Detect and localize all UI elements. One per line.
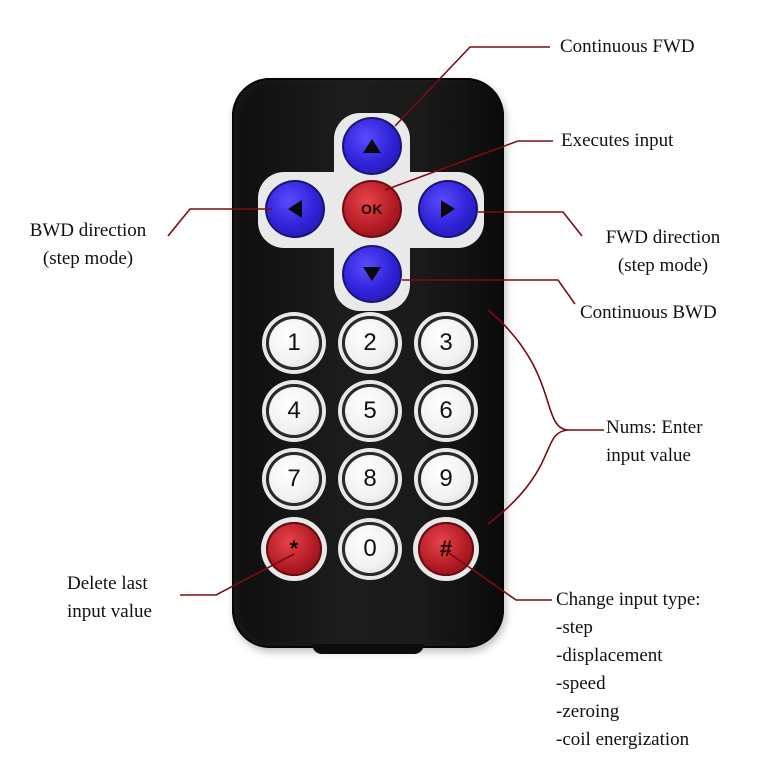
hash-button[interactable]: # <box>418 522 474 576</box>
key-label: 1 <box>287 329 301 356</box>
callout-text: input value <box>606 445 691 466</box>
leader-executes-input <box>384 140 553 191</box>
key-5-button[interactable]: 5 <box>342 384 398 438</box>
star-button[interactable]: * <box>266 522 322 576</box>
callout-text: Executes input <box>561 130 674 151</box>
right-arrow-icon <box>441 200 455 218</box>
key-label: 6 <box>439 397 453 424</box>
key-2-button[interactable]: 2 <box>342 316 398 370</box>
callout-text: Delete last <box>67 573 148 594</box>
key-8-button[interactable]: 8 <box>342 452 398 506</box>
callout-bwd-direction: BWD direction (step mode) <box>10 217 166 273</box>
leader-continuous-fwd <box>394 46 550 127</box>
callout-text: (step mode) <box>617 255 709 276</box>
key-3-button[interactable]: 3 <box>418 316 474 370</box>
callout-text: -zeroing <box>556 701 620 722</box>
callout-text: FWD direction <box>605 227 721 248</box>
leader-continuous-bwd <box>402 279 576 305</box>
down-arrow-button[interactable] <box>342 245 402 303</box>
key-label: 4 <box>287 397 301 424</box>
ok-button[interactable]: OK <box>342 180 402 238</box>
up-arrow-icon <box>363 139 381 153</box>
key-label: 9 <box>439 465 453 492</box>
callout-change-input-type: Change input type: -step -displacement -… <box>556 586 701 754</box>
leader-nums-bracket <box>487 309 569 525</box>
callout-text: Continuous FWD <box>560 36 695 57</box>
callout-text: (step mode) <box>42 248 134 269</box>
callout-text: -step <box>556 617 593 638</box>
key-label: 7 <box>287 465 301 492</box>
callout-text: input value <box>67 601 152 622</box>
callout-executes-input: Executes input <box>561 127 673 155</box>
callout-fwd-direction: FWD direction (step mode) <box>588 224 738 280</box>
callout-continuous-bwd: Continuous BWD <box>580 299 717 327</box>
callout-delete-last: Delete last input value <box>67 570 152 626</box>
callout-text: -speed <box>556 673 606 694</box>
left-arrow-button[interactable] <box>265 180 325 238</box>
key-label: * <box>289 536 299 561</box>
leader-delete-last <box>180 553 295 596</box>
callout-nums: Nums: Enter input value <box>606 414 703 470</box>
callout-text: BWD direction <box>29 220 147 241</box>
callout-continuous-fwd: Continuous FWD <box>560 33 695 61</box>
key-9-button[interactable]: 9 <box>418 452 474 506</box>
callout-text: Continuous BWD <box>580 302 717 323</box>
key-4-button[interactable]: 4 <box>266 384 322 438</box>
key-7-button[interactable]: 7 <box>266 452 322 506</box>
key-label: 3 <box>439 329 453 356</box>
callout-text: Change input type: <box>556 589 701 610</box>
key-label: 8 <box>363 465 377 492</box>
callout-text: Nums: Enter <box>606 417 703 438</box>
key-6-button[interactable]: 6 <box>418 384 474 438</box>
key-label: 2 <box>363 329 377 356</box>
key-label: 0 <box>363 535 377 562</box>
callout-text: -displacement <box>556 645 663 666</box>
left-arrow-icon <box>288 200 302 218</box>
leader-fwd-direction <box>478 211 583 237</box>
up-arrow-button[interactable] <box>342 117 402 175</box>
key-1-button[interactable]: 1 <box>266 316 322 370</box>
right-arrow-button[interactable] <box>418 180 478 238</box>
leader-bwd-direction <box>167 208 272 237</box>
leader-change-input-type <box>445 550 552 601</box>
callout-text: -coil energization <box>556 729 690 750</box>
down-arrow-icon <box>363 267 381 281</box>
key-0-button[interactable]: 0 <box>342 522 398 576</box>
ok-button-label: OK <box>361 201 383 217</box>
key-label: 5 <box>363 397 377 424</box>
